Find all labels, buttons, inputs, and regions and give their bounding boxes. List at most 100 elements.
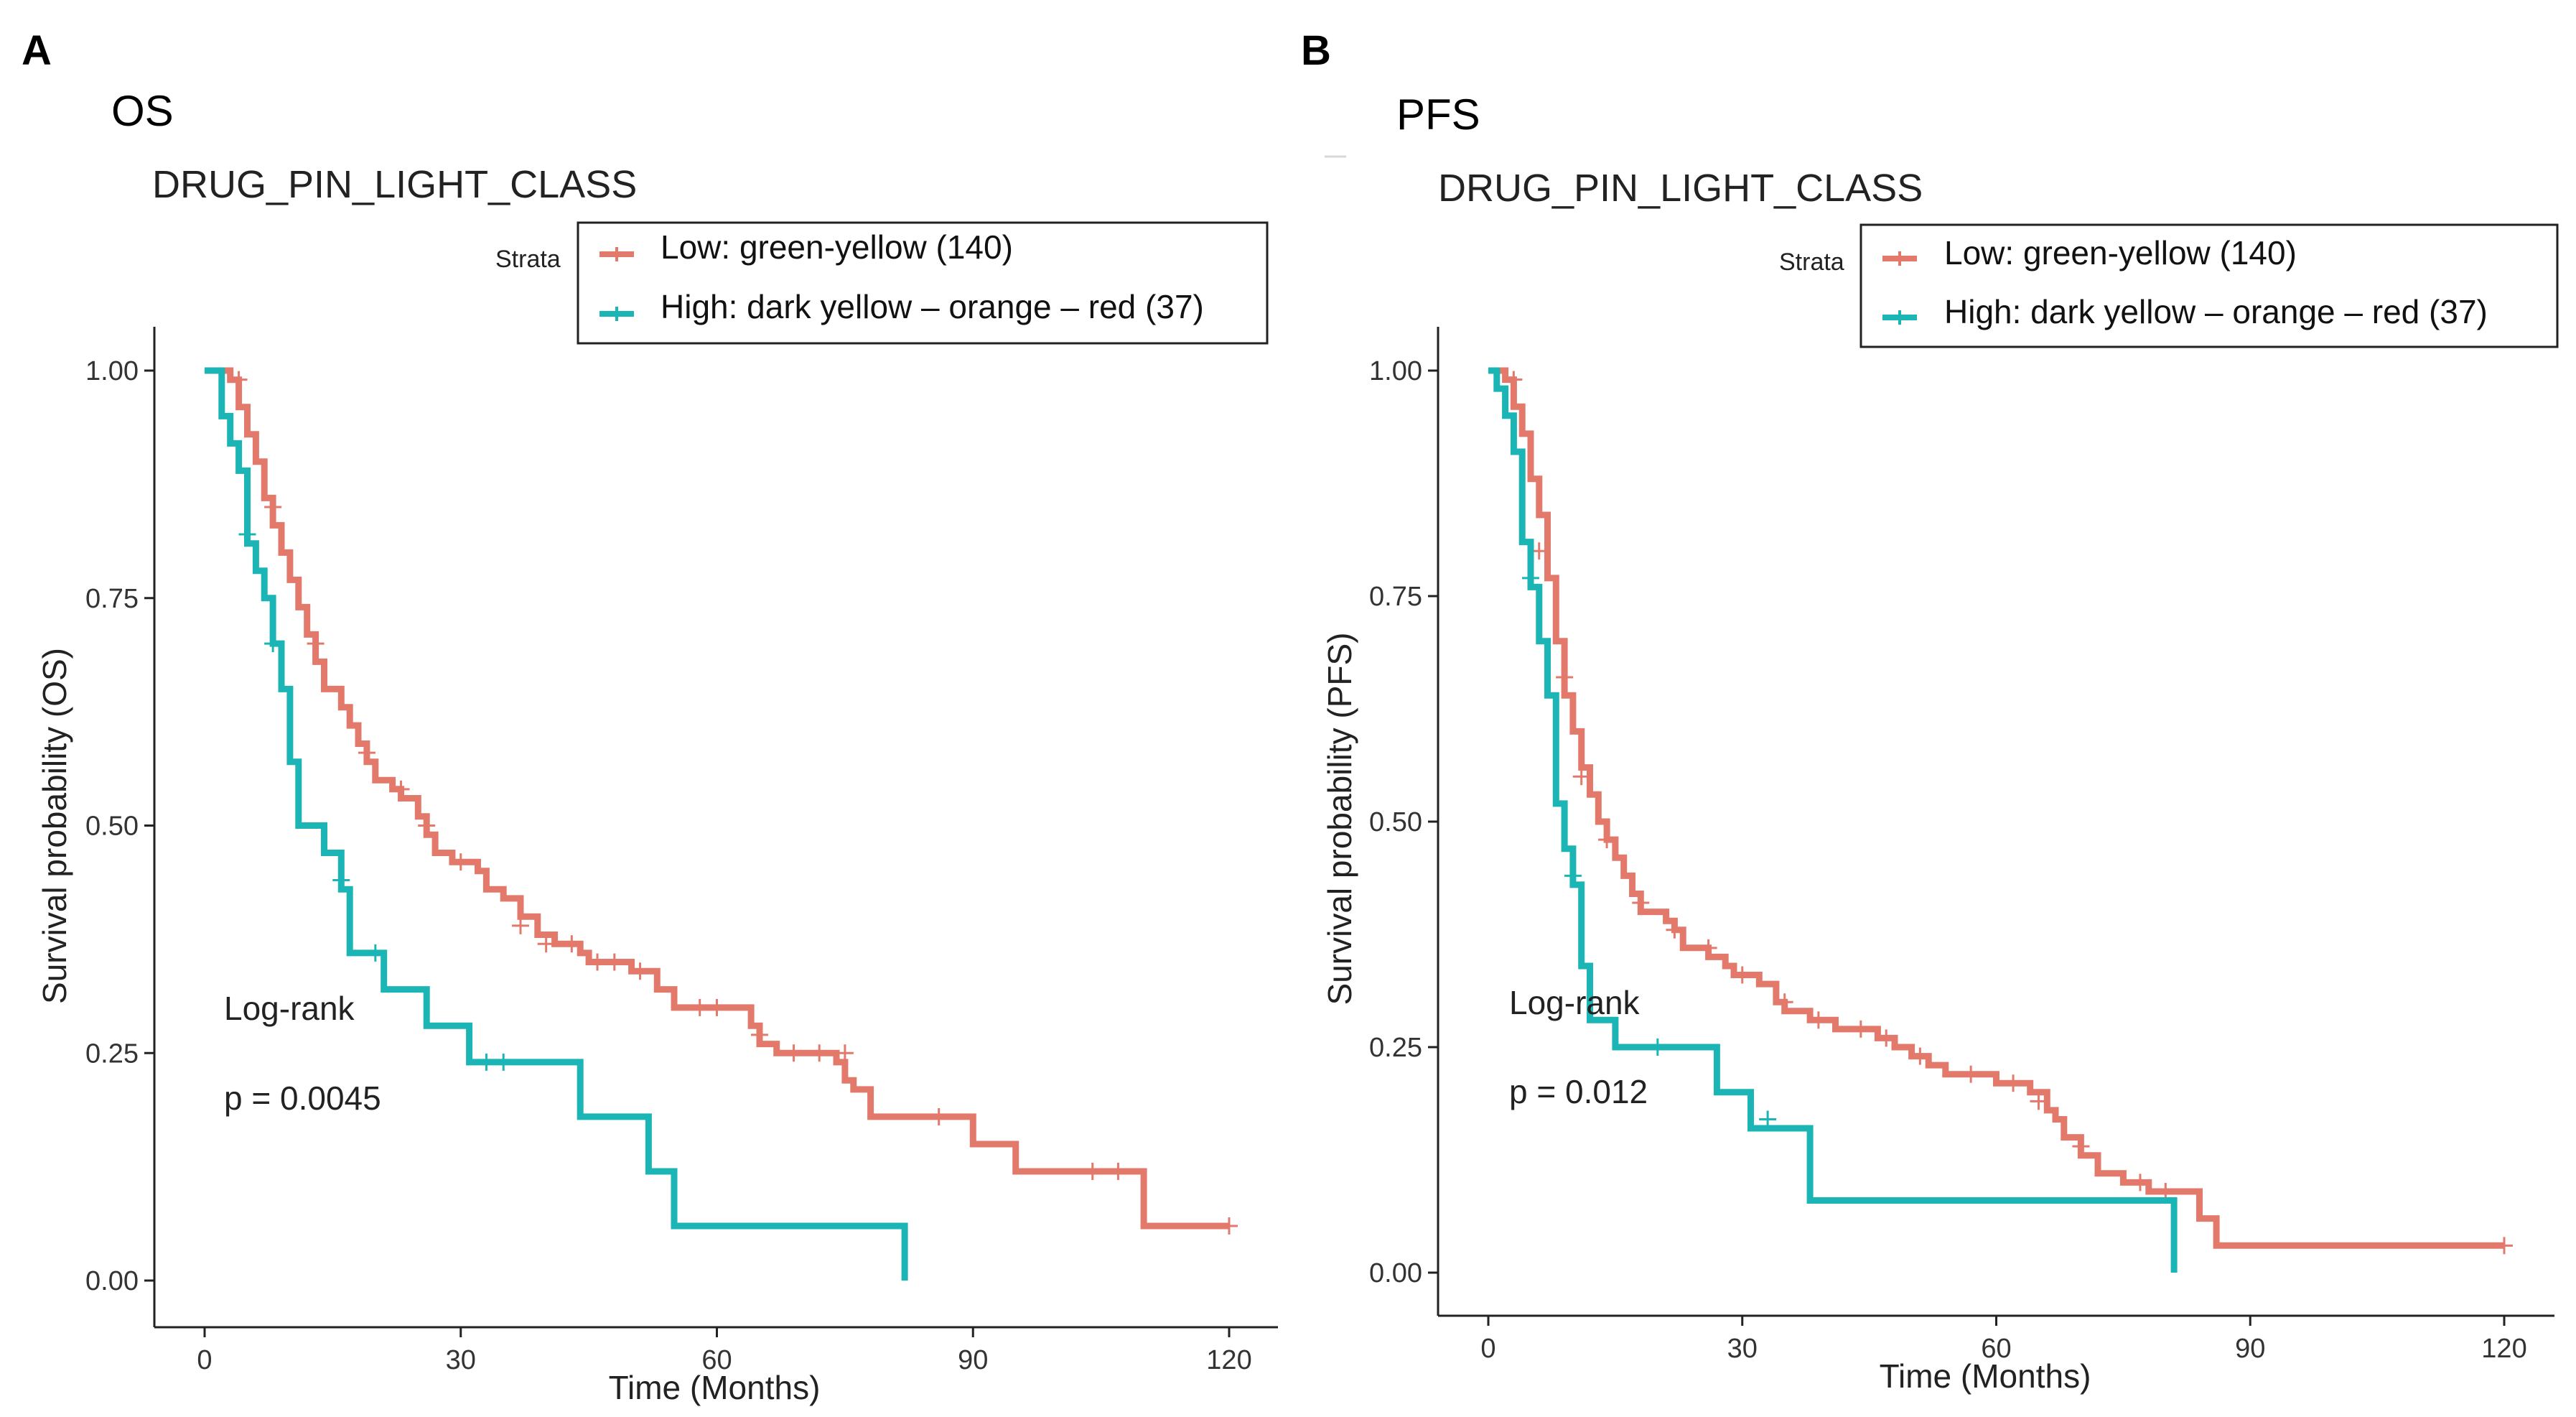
censor-mark <box>1775 993 1793 1011</box>
legend-key-high <box>1882 310 1917 325</box>
y-tick-label: 0.00 <box>1369 1258 1422 1288</box>
censor-mark <box>1109 1162 1127 1180</box>
censor-mark <box>811 1044 829 1062</box>
legend-label-high: High: dark yellow – orange – red (37) <box>661 288 1204 325</box>
censor-mark <box>495 1053 513 1071</box>
panel-heading: PFS <box>1396 90 1480 139</box>
censor-mark <box>1598 831 1616 849</box>
ticks: 0 30 60 90 120 0.00 0.25 0.50 0.75 1.00 <box>85 356 1252 1375</box>
censor-mark <box>452 853 470 871</box>
censor-mark <box>366 944 384 962</box>
censor-mark <box>307 635 325 653</box>
x-tick-label: 0 <box>197 1345 212 1375</box>
censor-mark <box>2072 1138 2090 1156</box>
censor-mark <box>930 1107 948 1125</box>
censor-mark <box>750 1026 768 1044</box>
x-tick-label: 60 <box>701 1345 732 1375</box>
censor-mark <box>589 953 607 971</box>
censor-mark <box>1505 371 1523 389</box>
logrank-label: Log-rank <box>1509 984 1641 1021</box>
legend-key-low <box>599 247 634 261</box>
p-value: p = 0.0045 <box>224 1079 381 1117</box>
x-tick-label: 90 <box>2235 1334 2265 1364</box>
censor-mark <box>1556 669 1574 687</box>
logrank-label: Log-rank <box>224 990 355 1027</box>
km-curve-high <box>1488 367 2178 1273</box>
chart-title: DRUG_PIN_LIGHT_CLASS <box>152 163 637 206</box>
legend: Strata Low: green-yellow (140) High: dar… <box>1779 223 2559 348</box>
censor-mark <box>2005 1074 2022 1092</box>
y-tick-label: 0.75 <box>1369 582 1422 612</box>
legend-label-low: Low: green-yellow (140) <box>661 228 1013 266</box>
censor-mark <box>1221 1217 1238 1235</box>
chart-title: DRUG_PIN_LIGHT_CLASS <box>1438 167 1923 210</box>
x-tick-label: 90 <box>958 1345 988 1375</box>
panel-letter: B <box>1301 27 1331 74</box>
censor-mark <box>264 498 282 516</box>
x-tick-label: 30 <box>1727 1334 1758 1364</box>
censor-mark <box>605 953 623 971</box>
y-tick-label: 0.50 <box>1369 807 1422 837</box>
censor-mark <box>2157 1182 2175 1200</box>
legend-key-high <box>599 307 634 321</box>
p-value: p = 0.012 <box>1509 1073 1648 1110</box>
y-tick-label: 0.25 <box>85 1039 139 1069</box>
censor-mark <box>477 1053 495 1071</box>
y-axis-title: Survival probability (PFS) <box>1321 633 1358 1005</box>
censor-mark <box>392 780 410 798</box>
censor-mark <box>332 871 350 889</box>
censor-mark <box>1733 966 1751 984</box>
x-tick-label: 0 <box>1480 1334 1495 1364</box>
y-tick-label: 0.25 <box>1369 1033 1422 1063</box>
y-tick-label: 0.00 <box>85 1266 139 1296</box>
km-curve-low <box>1488 367 2504 1249</box>
censor-mark <box>1572 768 1590 786</box>
censor-mark <box>1632 894 1650 912</box>
censor-mark <box>708 998 726 1016</box>
censor-mark <box>238 526 256 544</box>
y-axis-title: Survival probability (OS) <box>36 648 73 1004</box>
legend-box <box>1859 223 2559 348</box>
legend-box <box>577 221 1269 345</box>
ticks: 0 30 60 90 120 0.00 0.25 0.50 0.75 1.00 <box>1369 356 2527 1364</box>
x-tick-label: 30 <box>446 1345 476 1375</box>
panel-letter: A <box>22 27 52 74</box>
censor-mark <box>537 935 555 953</box>
panel-a: A OS DRUG_PIN_LIGHT_CLASS Strata Low: gr… <box>22 27 1278 1406</box>
km-curve-high <box>205 367 908 1281</box>
censor-mark <box>2030 1092 2048 1110</box>
censor-mark <box>1809 1011 1827 1029</box>
censor-mark <box>264 635 282 653</box>
y-tick-label: 0.50 <box>85 812 139 842</box>
panel-heading: OS <box>111 87 174 135</box>
legend-label-low: Low: green-yellow (140) <box>1944 234 2297 271</box>
censor-mark <box>1083 1162 1101 1180</box>
censor-mark <box>1564 867 1582 885</box>
censor-mark <box>2496 1237 2513 1255</box>
y-tick-label: 1.00 <box>1369 356 1422 386</box>
y-tick-label: 0.75 <box>85 584 139 614</box>
x-axis-title: Time (Months) <box>1880 1357 2091 1395</box>
censor-mark <box>358 744 375 762</box>
censor-mark <box>1699 939 1717 957</box>
km-curve-low <box>205 367 1229 1230</box>
km-curves <box>205 367 1238 1281</box>
censor-mark <box>1648 1039 1666 1056</box>
censor-mark <box>1759 1110 1777 1128</box>
censor-mark <box>2131 1174 2149 1191</box>
censor-mark <box>1521 569 1539 587</box>
panel-b: B PFS DRUG_PIN_LIGHT_CLASS Strata Low: g… <box>1301 27 2559 1395</box>
x-tick-label: 120 <box>1206 1345 1251 1375</box>
censor-mark <box>563 935 581 953</box>
legend-title: Strata <box>1779 248 1844 276</box>
censor-mark <box>230 371 248 389</box>
km-curves <box>1488 367 2513 1273</box>
censor-mark <box>1877 1029 1895 1047</box>
legend-title: Strata <box>495 246 561 273</box>
y-tick-label: 1.00 <box>85 356 139 386</box>
legend: Strata Low: green-yellow (140) High: dar… <box>495 221 1269 345</box>
censor-mark <box>785 1044 803 1062</box>
censor-mark <box>631 962 649 980</box>
